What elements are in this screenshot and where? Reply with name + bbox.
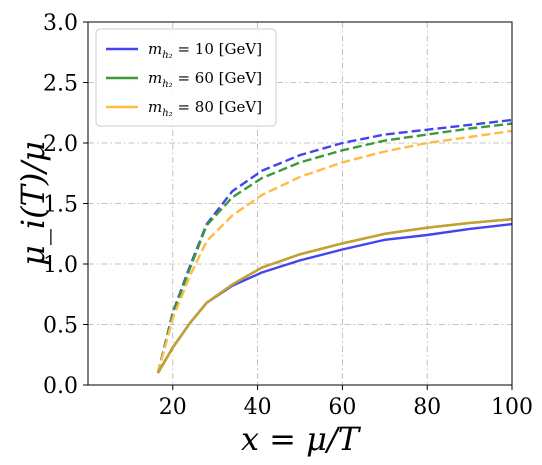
x-tick-label: 20	[159, 395, 187, 420]
legend-box	[95, 28, 277, 127]
series-line-dashed-1	[156, 122, 513, 374]
legend-label: mh₂ = 60 [GeV]	[148, 69, 262, 90]
x-tick-label: 40	[244, 395, 272, 420]
x-axis-label: x = μ/T	[241, 420, 362, 458]
legend-label: mh₂ = 10 [GeV]	[148, 40, 262, 61]
series-line-solid-4	[156, 218, 513, 374]
x-tick-label: 80	[413, 395, 441, 420]
y-tick-label: 0.5	[43, 314, 78, 339]
legend-label: mh₂ = 80 [GeV]	[148, 98, 262, 119]
y-axis-label: μ_i(T)/μ	[14, 141, 52, 266]
x-tick-label: 100	[491, 395, 533, 420]
series-line-solid-5	[156, 218, 513, 374]
x-tick-label: 60	[328, 395, 356, 420]
y-tick-label: 3.0	[43, 11, 78, 36]
y-tick-label: 1.5	[43, 193, 78, 218]
axes-ticks: 20 40 60 80 100 0.0 0.5 1.0 1.5 2.0 2.5 3.0	[43, 11, 533, 420]
y-tick-label: 1.0	[43, 253, 78, 278]
series-layer	[156, 118, 513, 374]
y-tick-label: 2.5	[43, 72, 78, 97]
series-line-dashed-2	[156, 129, 513, 374]
y-tick-label: 2.0	[43, 132, 78, 157]
series-line-dashed-0	[156, 118, 513, 374]
y-tick-label: 0.0	[43, 374, 78, 399]
legend: mh₂ = 10 [GeV] mh₂ = 60 [GeV] mh₂ = 80 [Ge…	[95, 28, 277, 127]
